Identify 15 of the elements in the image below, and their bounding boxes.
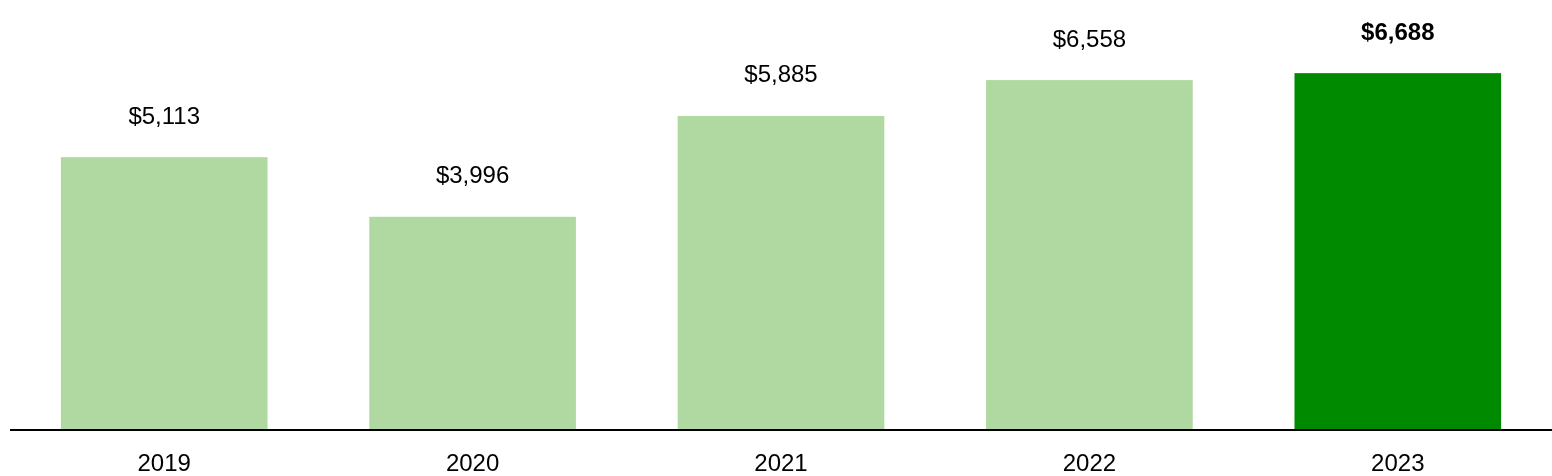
x-tick-label: 2023 — [1371, 448, 1425, 476]
x-tick-label: 2021 — [754, 448, 808, 476]
data-label: $6,688 — [1361, 17, 1435, 45]
data-label: $3,996 — [435, 161, 510, 189]
bar — [369, 216, 576, 430]
data-label: $5,885 — [744, 60, 818, 88]
bar — [60, 157, 268, 430]
bar — [677, 116, 885, 430]
data-label: $5,113 — [128, 101, 201, 129]
data-label: $6,558 — [1052, 24, 1127, 52]
x-tick-label: 2022 — [1062, 448, 1117, 476]
x-tick-label: 2020 — [445, 448, 500, 476]
bar — [1294, 73, 1502, 430]
x-tick-label: 2019 — [137, 448, 191, 476]
bar — [986, 80, 1193, 430]
